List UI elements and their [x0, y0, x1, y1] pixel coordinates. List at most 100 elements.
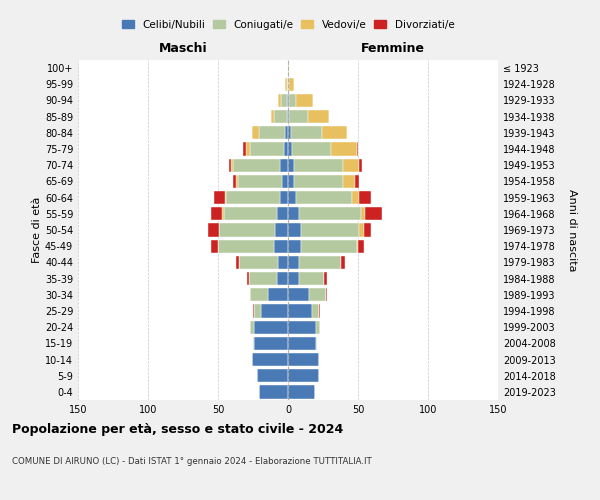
Bar — [254, 304, 262, 318]
Bar — [225, 191, 226, 204]
Bar — [291, 126, 322, 140]
Bar — [250, 142, 284, 156]
Bar — [341, 256, 346, 269]
Bar — [222, 207, 224, 220]
Bar — [288, 386, 314, 398]
Bar — [288, 240, 301, 253]
Text: Femmine: Femmine — [361, 42, 425, 55]
Bar — [208, 224, 220, 236]
Bar — [359, 158, 362, 172]
Bar — [288, 336, 316, 350]
Bar — [220, 224, 275, 236]
Bar — [259, 386, 288, 398]
Bar — [359, 191, 371, 204]
Bar — [278, 256, 288, 269]
Bar — [288, 288, 309, 302]
Bar — [230, 158, 233, 172]
Bar — [299, 256, 341, 269]
Bar — [288, 142, 292, 156]
Bar — [316, 320, 320, 334]
Bar — [233, 175, 236, 188]
Bar — [236, 175, 238, 188]
Bar — [288, 158, 293, 172]
Bar — [301, 240, 356, 253]
Bar — [287, 110, 288, 124]
Bar — [285, 78, 287, 91]
Bar — [280, 191, 288, 204]
Bar — [288, 191, 296, 204]
Bar — [283, 175, 288, 188]
Bar — [211, 240, 218, 253]
Bar — [243, 142, 246, 156]
Bar — [249, 272, 277, 285]
Bar — [288, 94, 289, 107]
Bar — [288, 320, 316, 334]
Bar — [214, 191, 225, 204]
Bar — [288, 126, 291, 140]
Bar — [358, 240, 364, 253]
Bar — [253, 336, 254, 350]
Bar — [287, 94, 288, 107]
Bar — [259, 126, 285, 140]
Bar — [247, 272, 249, 285]
Bar — [251, 126, 259, 140]
Bar — [326, 288, 327, 302]
Bar — [309, 288, 326, 302]
Bar — [288, 224, 301, 236]
Bar — [274, 240, 288, 253]
Bar — [361, 207, 365, 220]
Bar — [257, 369, 288, 382]
Bar — [288, 272, 299, 285]
Bar — [251, 353, 288, 366]
Bar — [325, 272, 327, 285]
Bar — [365, 207, 382, 220]
Bar — [254, 320, 288, 334]
Bar — [288, 304, 312, 318]
Bar — [277, 207, 288, 220]
Bar — [356, 240, 358, 253]
Bar — [239, 256, 278, 269]
Bar — [253, 304, 254, 318]
Bar — [343, 175, 355, 188]
Bar — [281, 94, 287, 107]
Bar — [289, 110, 308, 124]
Text: Popolazione per età, sesso e stato civile - 2024: Popolazione per età, sesso e stato civil… — [12, 422, 343, 436]
Bar — [254, 336, 288, 350]
Bar — [319, 304, 320, 318]
Bar — [268, 288, 288, 302]
Y-axis label: Fasce di età: Fasce di età — [32, 197, 42, 263]
Bar — [236, 256, 239, 269]
Bar — [233, 158, 280, 172]
Bar — [288, 110, 289, 124]
Bar — [238, 175, 283, 188]
Bar — [250, 320, 254, 334]
Bar — [299, 207, 361, 220]
Bar — [229, 158, 230, 172]
Bar — [275, 224, 288, 236]
Bar — [299, 272, 325, 285]
Bar — [352, 191, 359, 204]
Y-axis label: Anni di nascita: Anni di nascita — [567, 188, 577, 271]
Bar — [280, 158, 288, 172]
Bar — [278, 94, 281, 107]
Bar — [364, 224, 371, 236]
Bar — [289, 94, 296, 107]
Bar — [343, 158, 359, 172]
Bar — [288, 256, 299, 269]
Legend: Celibi/Nubili, Coniugati/e, Vedovi/e, Divorziati/e: Celibi/Nubili, Coniugati/e, Vedovi/e, Di… — [119, 18, 457, 32]
Bar — [277, 272, 288, 285]
Bar — [312, 304, 319, 318]
Bar — [288, 62, 289, 74]
Bar — [292, 142, 331, 156]
Bar — [322, 126, 347, 140]
Bar — [316, 336, 317, 350]
Bar — [285, 126, 288, 140]
Bar — [356, 142, 358, 156]
Text: Maschi: Maschi — [158, 42, 208, 55]
Bar — [274, 110, 287, 124]
Bar — [288, 175, 293, 188]
Text: COMUNE DI AIRUNO (LC) - Dati ISTAT 1° gennaio 2024 - Elaborazione TUTTITALIA.IT: COMUNE DI AIRUNO (LC) - Dati ISTAT 1° ge… — [12, 458, 372, 466]
Bar — [284, 142, 288, 156]
Bar — [271, 110, 274, 124]
Bar — [296, 94, 313, 107]
